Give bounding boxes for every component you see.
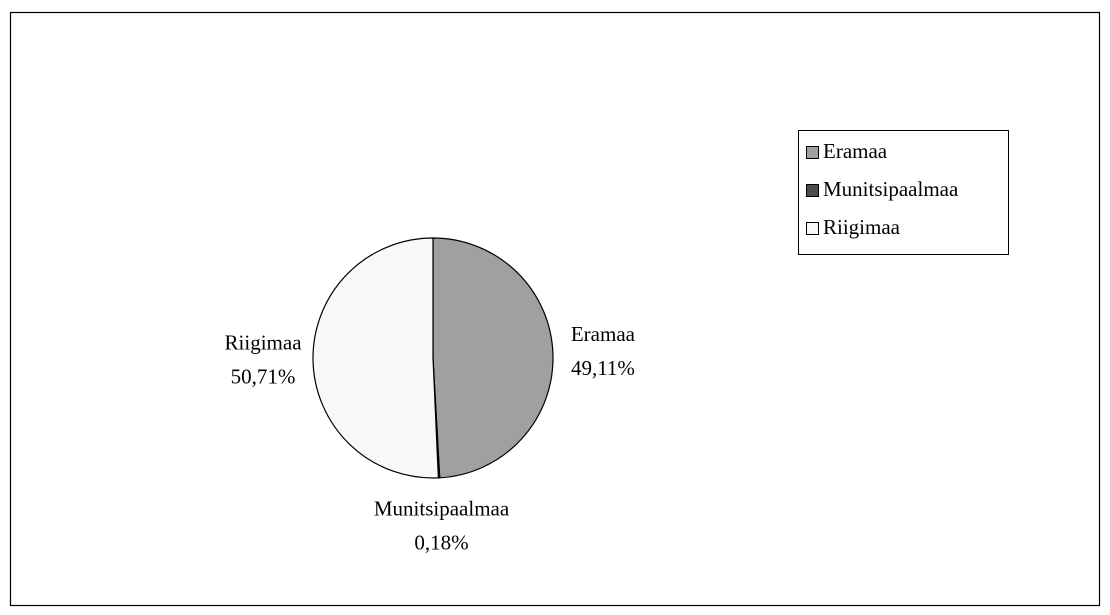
slice-category-label: Munitsipaalmaa [374,497,510,521]
chart-frame [9,11,1101,607]
legend-swatch [806,184,819,197]
legend-box [798,130,1009,255]
slice-value-label: 0,18% [414,531,468,555]
slice-category-label: Riigimaa [225,331,303,355]
legend-swatch [806,146,819,159]
legend-label: Riigimaa [823,215,901,239]
pie-slice [432,237,554,479]
legend-swatch [806,222,819,235]
slice-value-label: 49,11% [571,356,635,380]
legend-label: Munitsipaalmaa [823,177,959,201]
legend-label: Eramaa [823,139,888,163]
slice-category-label: Eramaa [571,322,636,346]
pie-slice [312,237,439,479]
slice-value-label: 50,71% [231,365,296,389]
